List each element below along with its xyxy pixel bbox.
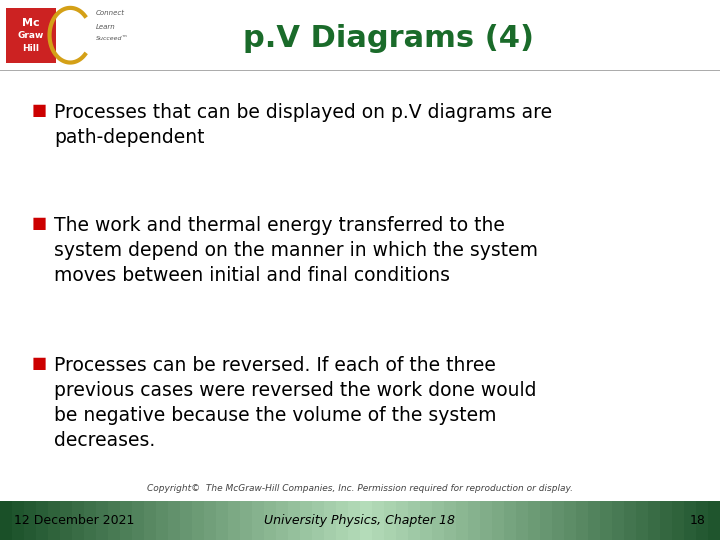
Text: ■: ■ xyxy=(32,103,48,118)
Text: Hill: Hill xyxy=(22,44,40,53)
Bar xyxy=(504,501,516,540)
Bar xyxy=(324,501,336,540)
Bar xyxy=(648,501,660,540)
Text: Connect: Connect xyxy=(96,10,125,16)
Bar xyxy=(612,501,624,540)
Bar xyxy=(528,501,540,540)
Bar xyxy=(336,501,348,540)
Bar xyxy=(588,501,600,540)
Text: 12 December 2021: 12 December 2021 xyxy=(14,514,135,527)
Bar xyxy=(228,501,240,540)
Bar xyxy=(72,501,84,540)
Text: ■: ■ xyxy=(32,356,48,372)
Bar xyxy=(0,501,12,540)
Bar xyxy=(444,501,456,540)
Bar xyxy=(156,501,168,540)
Bar xyxy=(696,501,708,540)
Bar xyxy=(252,501,264,540)
Bar xyxy=(168,501,180,540)
Text: p.V Diagrams (4): p.V Diagrams (4) xyxy=(243,24,534,53)
Text: University Physics, Chapter 18: University Physics, Chapter 18 xyxy=(264,514,456,527)
Bar xyxy=(312,501,324,540)
Bar xyxy=(348,501,360,540)
Bar xyxy=(636,501,648,540)
Bar xyxy=(660,501,672,540)
Text: Processes can be reversed. If each of the three
previous cases were reversed the: Processes can be reversed. If each of th… xyxy=(54,356,536,450)
Bar xyxy=(120,501,132,540)
Text: Copyright©  The McGraw-Hill Companies, Inc. Permission required for reproduction: Copyright© The McGraw-Hill Companies, In… xyxy=(147,484,573,493)
Bar xyxy=(360,501,372,540)
Bar xyxy=(132,501,144,540)
Bar xyxy=(432,501,444,540)
Text: Graw: Graw xyxy=(18,31,45,40)
Bar xyxy=(372,501,384,540)
Bar xyxy=(540,501,552,540)
Bar xyxy=(264,501,276,540)
Bar xyxy=(144,501,156,540)
Bar xyxy=(216,501,228,540)
Bar xyxy=(708,501,720,540)
Bar xyxy=(672,501,684,540)
Bar xyxy=(180,501,192,540)
Bar xyxy=(552,501,564,540)
Text: Processes that can be displayed on p.V diagrams are
path-dependent: Processes that can be displayed on p.V d… xyxy=(54,103,552,146)
Bar xyxy=(108,501,120,540)
Text: ■: ■ xyxy=(32,216,48,231)
Bar xyxy=(24,501,36,540)
Bar xyxy=(12,501,24,540)
Bar xyxy=(576,501,588,540)
Text: The work and thermal energy transferred to the
system depend on the manner in wh: The work and thermal energy transferred … xyxy=(54,216,538,285)
Bar xyxy=(480,501,492,540)
Bar xyxy=(684,501,696,540)
Bar xyxy=(516,501,528,540)
Bar xyxy=(600,501,612,540)
Bar xyxy=(60,501,72,540)
Bar xyxy=(396,501,408,540)
Bar xyxy=(192,501,204,540)
Bar xyxy=(384,501,396,540)
Bar xyxy=(204,501,216,540)
Text: Succeed™: Succeed™ xyxy=(96,36,128,42)
Bar xyxy=(96,501,108,540)
Bar xyxy=(624,501,636,540)
Bar xyxy=(240,501,252,540)
Text: Mc: Mc xyxy=(22,18,40,28)
Text: Learn: Learn xyxy=(96,24,115,30)
Bar xyxy=(84,501,96,540)
Bar xyxy=(408,501,420,540)
Bar xyxy=(468,501,480,540)
Bar xyxy=(48,501,60,540)
Bar xyxy=(300,501,312,540)
Bar xyxy=(288,501,300,540)
Bar xyxy=(564,501,576,540)
Bar xyxy=(6,8,56,63)
Bar xyxy=(276,501,288,540)
Text: 18: 18 xyxy=(690,514,706,527)
Bar xyxy=(456,501,468,540)
Bar xyxy=(492,501,504,540)
Bar xyxy=(36,501,48,540)
Bar xyxy=(420,501,432,540)
